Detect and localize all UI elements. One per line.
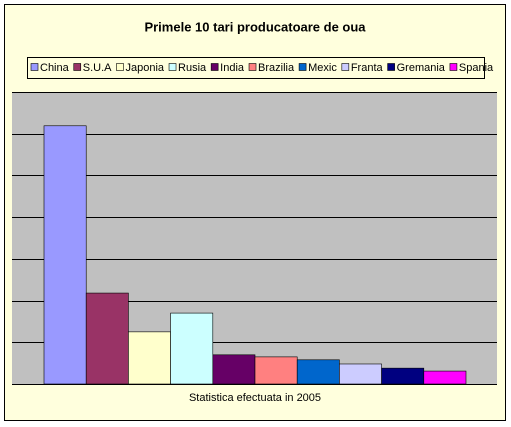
bar — [212, 354, 256, 385]
bar — [128, 331, 171, 385]
bar — [170, 312, 214, 385]
legend-swatch — [387, 63, 395, 71]
legend-swatch — [30, 63, 39, 71]
legend-swatch — [116, 63, 124, 71]
legend-label: China — [40, 62, 70, 74]
legend-label: India — [220, 62, 245, 74]
chart-title: Primele 10 tari producatoare de oua — [144, 19, 366, 34]
legend-swatch — [449, 63, 458, 71]
legend-swatch — [210, 63, 219, 71]
bar — [254, 356, 298, 385]
legend-label: Gremania — [397, 62, 446, 74]
x-axis-title: Statistica efectuata in 2005 — [189, 392, 321, 404]
bar — [339, 363, 382, 385]
legend-label: Rusia — [178, 62, 207, 74]
bar — [43, 125, 87, 385]
legend-swatch — [73, 63, 82, 71]
bar — [381, 367, 425, 385]
bar — [423, 370, 467, 385]
legend-label: Japonia — [125, 62, 164, 74]
legend-swatch — [168, 63, 177, 71]
legend-swatch — [298, 63, 307, 71]
legend-label: Mexic — [308, 62, 337, 74]
bar — [296, 359, 340, 385]
legend-swatch — [248, 63, 257, 71]
legend-label: S.U.A — [83, 62, 112, 74]
legend-swatch — [341, 63, 350, 71]
legend-label: Spania — [459, 62, 494, 74]
legend-label: Franta — [351, 62, 384, 74]
bar — [85, 292, 129, 385]
legend-label: Brazilia — [258, 62, 295, 74]
